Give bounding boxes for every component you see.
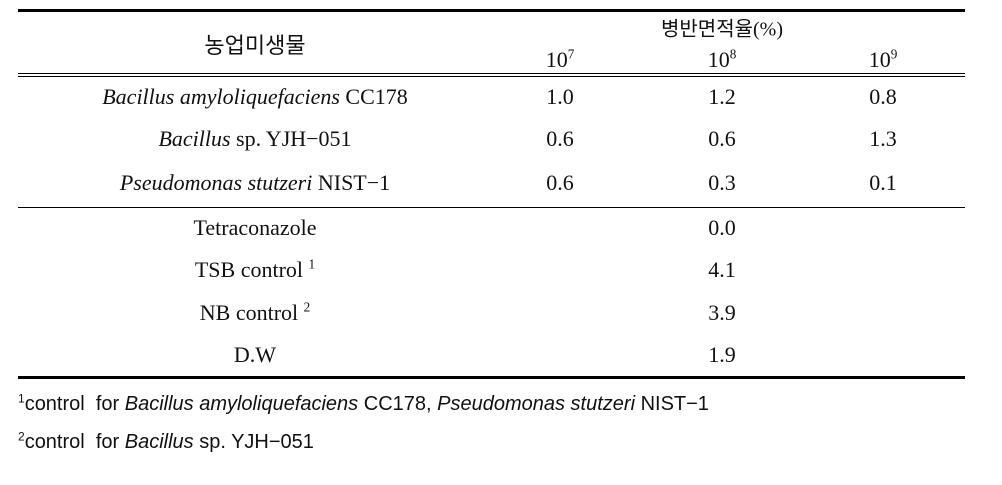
footnote-text: Pseudomonas stutzeri xyxy=(437,393,636,415)
genus: Bacillus amyloliquefaciens xyxy=(102,84,340,109)
control-name: NB control 2 xyxy=(200,300,310,326)
dose-header: 107 xyxy=(546,47,575,73)
organism-name: Bacillus sp. YJH−051 xyxy=(158,126,351,152)
footnote: 2control for Bacillus sp. YJH−051 xyxy=(18,429,314,454)
dose-base: 10 xyxy=(707,47,730,72)
value-cell: 3.9 xyxy=(708,300,736,325)
control-label: NB control xyxy=(199,300,299,325)
footnote-text: Bacillus amyloliquefaciens xyxy=(124,393,359,415)
value-cell: 0.1 xyxy=(869,170,897,195)
value-cell: 0.3 xyxy=(708,170,736,195)
value-cell: 1.2 xyxy=(708,84,736,109)
header-rule xyxy=(18,73,965,74)
control-label: TSB control xyxy=(194,257,304,282)
footnote-mark: 2 xyxy=(18,429,25,444)
strain: CC178 xyxy=(345,84,408,109)
strain: sp. YJH−051 xyxy=(236,126,352,151)
dose-header: 108 xyxy=(708,47,737,73)
control-name: Tetraconazole xyxy=(193,215,316,241)
dose-base: 10 xyxy=(868,47,891,72)
control-label: Tetraconazole xyxy=(193,215,317,240)
dose-header: 109 xyxy=(869,47,898,73)
footnote-text: Bacillus xyxy=(124,431,194,453)
footnote: 1control for Bacillus amyloliquefaciens … xyxy=(18,391,709,416)
value-cell: 4.1 xyxy=(708,257,736,282)
value-cell: 1.9 xyxy=(708,342,736,367)
value-cell: 0.6 xyxy=(546,126,574,151)
dose-base: 10 xyxy=(545,47,568,72)
column-header: 농업미생물 xyxy=(204,33,306,58)
footnote-text: control for xyxy=(24,393,125,415)
genus: Bacillus xyxy=(158,126,231,151)
dose-exponent: 8 xyxy=(729,46,737,62)
value-cell: 0.6 xyxy=(708,126,736,151)
value-cell: 0.6 xyxy=(546,170,574,195)
genus: Pseudomonas stutzeri xyxy=(119,170,313,195)
control-name: D.W xyxy=(234,342,276,368)
section-rule xyxy=(18,207,965,208)
footnote-text: sp. YJH−051 xyxy=(193,431,314,453)
header-rule xyxy=(18,76,965,77)
dose-exponent: 7 xyxy=(567,46,575,62)
value-cell: 1.0 xyxy=(546,84,574,109)
value-cell: 1.3 xyxy=(869,126,897,151)
footnote-text: CC178, xyxy=(358,393,438,415)
organism-name: Pseudomonas stutzeri NIST−1 xyxy=(120,170,390,196)
top-rule xyxy=(18,9,965,12)
footnote-ref: 1 xyxy=(308,256,316,272)
control-name: TSB control 1 xyxy=(195,257,315,283)
footnote-ref: 2 xyxy=(303,299,311,315)
control-label: D.W xyxy=(233,342,277,367)
column-header: 병반면적율(%) xyxy=(661,18,783,41)
bottom-rule xyxy=(18,376,965,379)
dose-exponent: 9 xyxy=(890,46,898,62)
footnote-mark: 1 xyxy=(18,391,25,406)
value-cell: 0.8 xyxy=(869,84,897,109)
footnote-text: NIST−1 xyxy=(635,393,709,415)
value-cell: 0.0 xyxy=(708,215,736,240)
strain: NIST−1 xyxy=(317,170,391,195)
footnote-text: control for xyxy=(24,431,125,453)
organism-name: Bacillus amyloliquefaciens CC178 xyxy=(102,84,408,110)
